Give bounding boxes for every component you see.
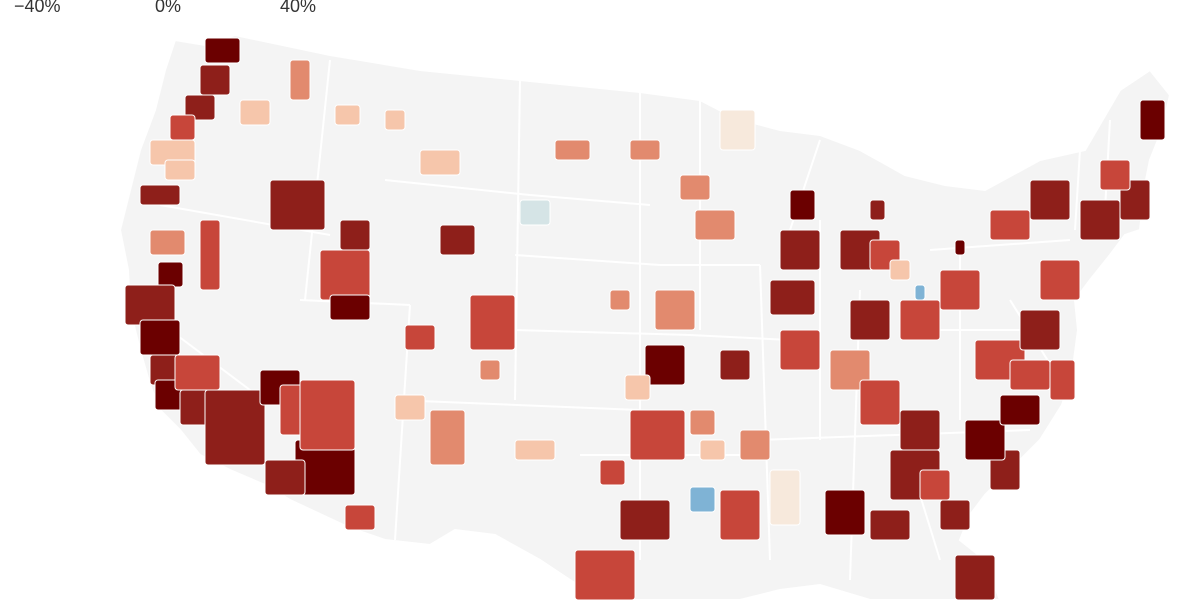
metro-region [157, 261, 184, 288]
metro-region [694, 209, 736, 241]
metro-region [939, 499, 971, 531]
metro-region [1009, 359, 1051, 391]
metro-region [679, 174, 711, 201]
metro-region [869, 199, 886, 221]
metro-region [419, 149, 461, 176]
metro-region [554, 139, 591, 161]
metro-region [319, 249, 371, 301]
metro-region [124, 284, 176, 326]
metro-region [204, 37, 241, 64]
metro-region [394, 394, 426, 421]
metro-region [769, 469, 801, 526]
metro-region [269, 179, 326, 231]
metro-region [1049, 359, 1076, 401]
metro-region [199, 64, 231, 96]
map-legend: −40% 0% 40% [0, 0, 420, 20]
metro-region [644, 344, 686, 386]
metro-region [829, 349, 871, 391]
metro-region [609, 289, 631, 311]
metro-region [264, 459, 306, 496]
metro-region [469, 294, 516, 351]
metro-region [1099, 159, 1131, 191]
metro-region [404, 324, 436, 351]
metro-region [599, 459, 626, 486]
metro-region [139, 319, 181, 356]
metro-region [919, 469, 951, 501]
metro-region [689, 409, 716, 436]
metro-region [139, 184, 181, 206]
metro-region [1039, 259, 1081, 301]
metro-region [299, 379, 356, 451]
metro-region [439, 224, 476, 256]
metro-region [769, 279, 816, 316]
metro-region [1029, 179, 1071, 221]
metro-region [999, 394, 1041, 426]
metro-region [619, 499, 671, 541]
metro-region [989, 209, 1031, 241]
metro-region [329, 294, 371, 321]
metro-region [779, 329, 821, 371]
metro-region [574, 549, 636, 600]
metro-region [624, 374, 651, 401]
metro-region [899, 409, 941, 451]
metro-region [334, 104, 361, 126]
legend-tick-max: 40% [280, 0, 317, 16]
metro-region [869, 509, 911, 541]
metro-region [689, 486, 716, 513]
metro-region [719, 489, 761, 541]
metro-region [429, 409, 466, 466]
metro-region [239, 99, 271, 126]
metro-region [149, 229, 186, 256]
metro-region [174, 354, 221, 391]
metro-region [169, 114, 196, 141]
metro-region [954, 554, 996, 600]
metro-region [964, 419, 1006, 461]
metro-region [789, 189, 816, 221]
metro-region [199, 219, 221, 291]
metro-region [719, 109, 756, 151]
metro-region [289, 59, 311, 101]
metro-region [739, 429, 771, 461]
legend-tick-zero: 0% [155, 0, 182, 16]
metro-region [629, 409, 686, 461]
metro-region [164, 159, 196, 181]
metro-region [954, 239, 966, 256]
metro-region [719, 349, 751, 381]
metro-region [824, 489, 866, 536]
metro-region [1019, 309, 1061, 351]
metro-region [1079, 199, 1121, 241]
metro-region [859, 379, 901, 426]
metro-region [899, 299, 941, 341]
metro-region [699, 439, 726, 461]
legend-tick-min: −40% [14, 0, 61, 16]
metro-region [849, 299, 891, 341]
metro-region [184, 94, 216, 121]
metro-region [344, 504, 376, 531]
metro-region [384, 109, 406, 131]
metro-region [514, 439, 556, 461]
metro-region [654, 289, 696, 331]
metro-region [914, 284, 926, 301]
metro-region [779, 229, 821, 271]
metro-region [1139, 99, 1166, 141]
metro-region [939, 269, 981, 311]
metro-region [339, 219, 371, 251]
metro-region [519, 199, 551, 226]
metro-region [204, 389, 266, 466]
metro-region [629, 139, 661, 161]
metro-regions [124, 37, 1166, 600]
metro-region [479, 359, 501, 381]
metro-region [889, 259, 911, 281]
